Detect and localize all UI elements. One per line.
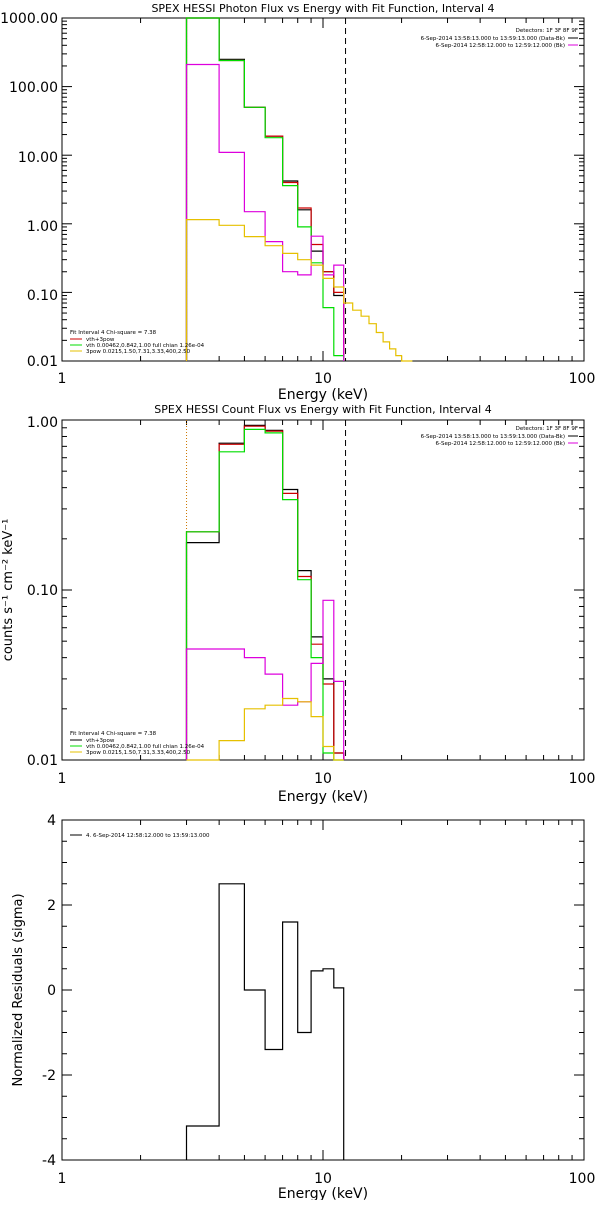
- residuals-axis-ticks: [61, 819, 584, 1161]
- count-series-group: [185, 420, 347, 761]
- photon-fit-legend-line-3: 3pow 0.0215,1.50,7.31,3.33,400,2.50: [86, 349, 191, 355]
- photon-ytick-3: 10.00: [18, 150, 58, 166]
- photon-ytick-2: 1.00: [27, 219, 58, 235]
- count-ytick-2: 1.00: [27, 415, 58, 431]
- count-series-vth-3pow: [185, 425, 345, 760]
- photon-top-legend-line-1: 6-Sep-2014 13:58:13.000 to 13:59:13.000 …: [421, 36, 565, 42]
- count-series-data-bk: [185, 424, 345, 760]
- count-top-legend: Detectors: 1F 3F 8F 9F 6-Sep-2014 13:58:…: [421, 426, 578, 447]
- residuals-legend-text: 4. 6-Sep-2014 12:58:12.000 to 13:59:13.0…: [86, 833, 210, 839]
- residuals-xtick-1: 1: [58, 1171, 67, 1187]
- count-xtick-10: 10: [314, 771, 332, 787]
- photon-xtick-1: 1: [58, 371, 67, 387]
- count-top-legend-line-2: 6-Sep-2014 12:58:12.000 to 12:59:12.000 …: [436, 441, 566, 447]
- count-series-vth: [185, 428, 344, 761]
- photon-fit-legend-header: Fit Interval 4 Chi-square = 7.38: [70, 330, 157, 336]
- photon-series-group: [185, 17, 413, 362]
- residuals-legend: 4. 6-Sep-2014 12:58:12.000 to 13:59:13.0…: [70, 833, 210, 839]
- count-panel-title: SPEX HESSI Count Flux vs Energy with Fit…: [154, 403, 491, 416]
- photon-xtick-10: 10: [314, 371, 332, 387]
- photon-top-legend-header: Detectors: 1F 3F 8F 9F: [516, 28, 578, 34]
- photon-fit-legend-line-1: vth+3pow: [86, 337, 115, 343]
- count-ytick-0: 0.01: [27, 753, 58, 769]
- photon-ytick-4: 100.00: [9, 80, 58, 96]
- residuals-xlabel: Energy (keV): [278, 1186, 368, 1200]
- photon-series-bk: [185, 63, 345, 361]
- photon-ytick-5: 1000.00: [0, 11, 58, 27]
- photon-series-vth-3pow: [185, 17, 345, 361]
- count-xtick-1: 1: [58, 771, 67, 787]
- count-ylabel: counts s⁻¹ cm⁻² keV⁻¹: [1, 519, 16, 662]
- residuals-ytick-3: 2: [47, 898, 56, 914]
- photon-flux-panel: SPEX HESSI Photon Flux vs Energy with Fi…: [0, 2, 595, 403]
- residuals-plot-frame: [61, 819, 585, 1161]
- residuals-panel: 1 10 100 -4 -2 0 2 4 Normalized Residual…: [11, 813, 596, 1202]
- residuals-ytick-0: -4: [42, 1153, 56, 1169]
- photon-bottom-legend: Fit Interval 4 Chi-square = 7.38 vth+3po…: [70, 330, 205, 355]
- residuals-xtick-100: 100: [569, 1171, 596, 1187]
- count-xtick-100: 100: [569, 771, 596, 787]
- residuals-xtick-10: 10: [314, 1171, 332, 1187]
- count-top-legend-line-1: 6-Sep-2014 13:58:13.000 to 13:59:13.000 …: [421, 434, 565, 440]
- photon-series-vth: [185, 17, 345, 361]
- residuals-series-group: [185, 883, 345, 1160]
- photon-ytick-0: 0.01: [27, 354, 58, 370]
- resid-series-residuals: [185, 883, 345, 1160]
- count-fit-legend-line-2: vth 0.00462,0.842,1.00 full chian 1.26e-…: [86, 744, 205, 750]
- photon-series-3pow: [185, 219, 413, 362]
- residuals-ytick-2: 0: [47, 983, 56, 999]
- residuals-ytick-4: 4: [47, 813, 56, 829]
- photon-top-legend-line-2: 6-Sep-2014 12:58:12.000 to 12:59:12.000 …: [436, 43, 566, 49]
- photon-plot-frame: [61, 17, 585, 362]
- photon-xtick-100: 100: [569, 371, 596, 387]
- photon-axis-ticks: [61, 17, 584, 362]
- count-ytick-1: 0.10: [27, 583, 58, 599]
- count-fit-legend-line-1: vth+3pow: [86, 738, 115, 744]
- photon-series-data-bk: [185, 17, 345, 361]
- photon-xlabel: Energy (keV): [278, 387, 368, 403]
- count-fit-legend-header: Fit Interval 4 Chi-square = 7.38: [70, 731, 157, 737]
- residuals-ylabel: Normalized Residuals (sigma): [11, 893, 26, 1086]
- count-fit-legend-line-3: 3pow 0.0215,1.50,7.31,3.33,400,2.50: [86, 750, 191, 756]
- count-flux-panel: SPEX HESSI Count Flux vs Energy with Fit…: [1, 403, 595, 805]
- photon-ytick-1: 0.10: [27, 288, 58, 304]
- photon-fit-legend-line-2: vth 0.00462,0.842,1.00 full chian 1.26e-…: [86, 343, 205, 349]
- count-series-3pow: [186, 697, 344, 761]
- residuals-ytick-1: -2: [42, 1068, 56, 1084]
- photon-panel-title: SPEX HESSI Photon Flux vs Energy with Fi…: [151, 2, 494, 15]
- count-bottom-legend: Fit Interval 4 Chi-square = 7.38 vth+3po…: [70, 731, 205, 756]
- count-xlabel: Energy (keV): [278, 789, 368, 805]
- count-top-legend-header: Detectors: 1F 3F 8F 9F: [516, 426, 578, 432]
- photon-top-legend: Detectors: 1F 3F 8F 9F 6-Sep-2014 13:58:…: [421, 28, 578, 49]
- count-series-bk: [185, 599, 345, 760]
